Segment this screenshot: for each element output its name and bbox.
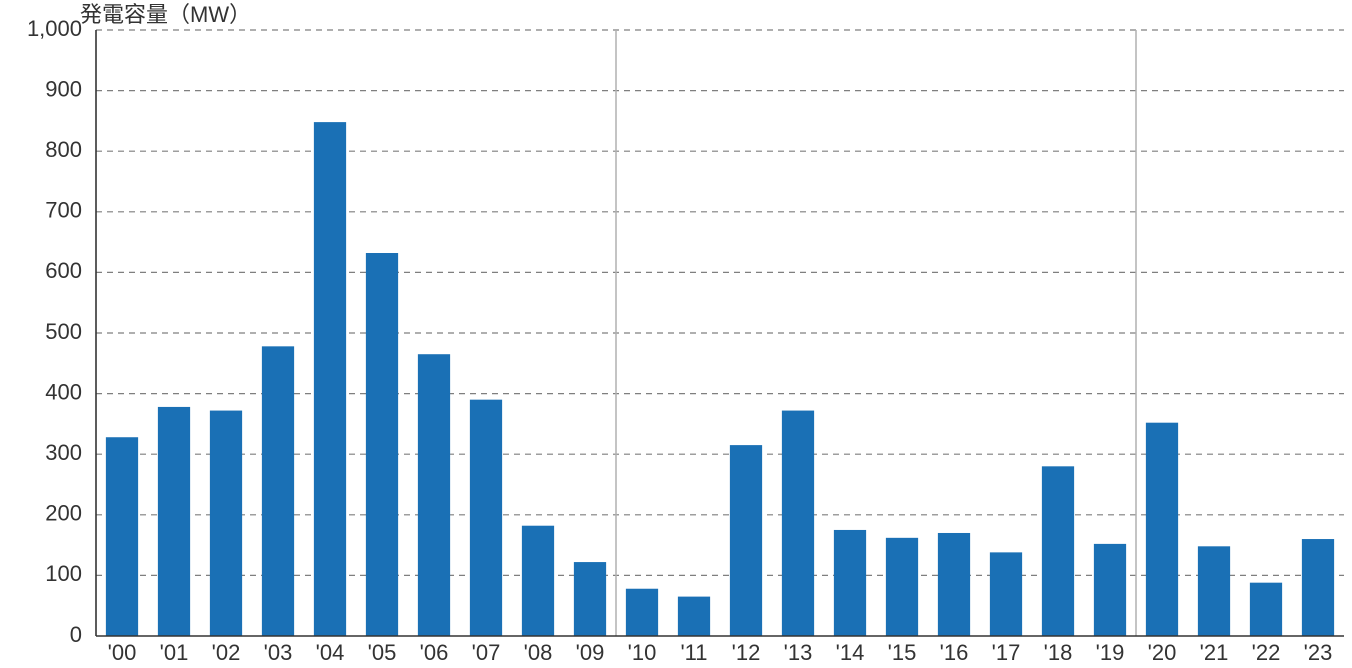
y-tick-label: 300 (45, 440, 82, 465)
y-tick-label: 1,000 (27, 16, 82, 41)
x-tick-label: '07 (472, 640, 501, 665)
bar (1042, 466, 1074, 636)
x-tick-label: '00 (108, 640, 137, 665)
y-tick-label: 400 (45, 379, 82, 404)
x-tick-label: '12 (732, 640, 761, 665)
bar (158, 407, 190, 636)
x-tick-label: '22 (1252, 640, 1281, 665)
bar (574, 562, 606, 636)
x-tick-label: '20 (1148, 640, 1177, 665)
bar (886, 538, 918, 636)
y-tick-label: 0 (70, 622, 82, 647)
x-tick-label: '08 (524, 640, 553, 665)
x-tick-label: '01 (160, 640, 189, 665)
x-tick-label: '11 (680, 640, 707, 665)
x-tick-label: '15 (888, 640, 917, 665)
x-tick-label: '04 (316, 640, 345, 665)
y-tick-label: 700 (45, 198, 82, 223)
y-tick-label: 200 (45, 501, 82, 526)
x-tick-label: '16 (940, 640, 969, 665)
y-axis-title: 発電容量（MW） (80, 2, 251, 27)
bar (1198, 546, 1230, 636)
y-tick-label: 500 (45, 319, 82, 344)
bar (626, 589, 658, 636)
bar (418, 354, 450, 636)
x-tick-label: '19 (1096, 640, 1125, 665)
x-tick-label: '09 (576, 640, 605, 665)
x-tick-label: '13 (784, 640, 813, 665)
bar (1146, 423, 1178, 636)
bar (366, 253, 398, 636)
x-tick-label: '03 (264, 640, 293, 665)
bar (834, 530, 866, 636)
y-tick-label: 600 (45, 258, 82, 283)
bar (262, 346, 294, 636)
bar (210, 411, 242, 636)
bar (730, 445, 762, 636)
x-tick-label: '17 (992, 640, 1021, 665)
bar (990, 552, 1022, 636)
y-tick-label: 900 (45, 76, 82, 101)
x-tick-label: '10 (628, 640, 657, 665)
x-tick-label: '05 (368, 640, 397, 665)
bar-chart: 0 100 200 300 400 500 600 700 800 900 1,000 '00 '01 '… (0, 0, 1352, 668)
x-tick-label: '06 (420, 640, 449, 665)
bar (1094, 544, 1126, 636)
bar (470, 400, 502, 636)
bar (1302, 539, 1334, 636)
x-tick-label: '02 (212, 640, 241, 665)
bar (522, 526, 554, 636)
x-tick-label: '21 (1200, 640, 1229, 665)
bar (314, 122, 346, 636)
chart-container: 0 100 200 300 400 500 600 700 800 900 1,000 '00 '01 '… (0, 0, 1352, 668)
y-tick-label: 100 (45, 561, 82, 586)
bar (678, 597, 710, 636)
x-tick-label: '18 (1044, 640, 1073, 665)
bar (782, 411, 814, 636)
x-tick-label: '23 (1304, 640, 1333, 665)
bar (1250, 583, 1282, 636)
bar (938, 533, 970, 636)
x-tick-label: '14 (836, 640, 865, 665)
bar (106, 437, 138, 636)
y-tick-label: 800 (45, 137, 82, 162)
